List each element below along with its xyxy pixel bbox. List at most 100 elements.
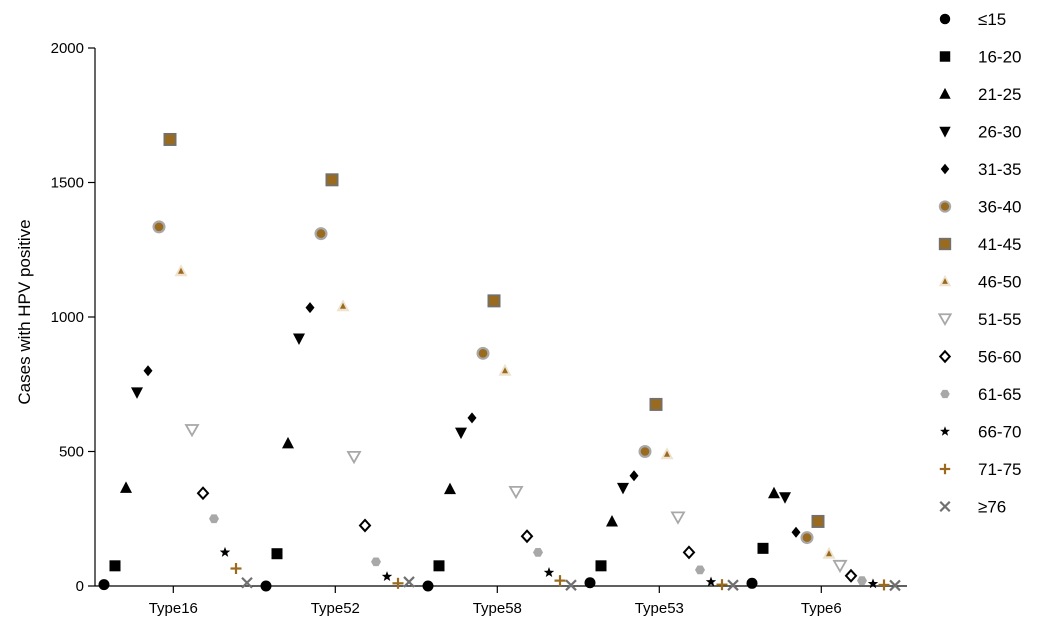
legend-label: 16-20 <box>978 48 1021 67</box>
legend-label: 51-55 <box>978 310 1021 329</box>
data-point <box>241 576 253 589</box>
legend-marker <box>939 126 951 138</box>
data-point <box>196 486 210 501</box>
y-tick-label: 1500 <box>51 175 84 192</box>
legend-marker <box>937 313 953 327</box>
legend: ≤15 16-20 21-25 26-30 31-35 36-40 41-45 46-50 51… <box>937 10 1021 517</box>
legend-label: 71-75 <box>978 460 1021 479</box>
data-point <box>260 580 272 592</box>
data-point <box>705 576 717 587</box>
legend-marker <box>939 13 951 25</box>
data-point <box>271 548 283 560</box>
legend-label: 41-45 <box>978 235 1021 254</box>
legend-item: 31-35 <box>940 160 1021 179</box>
legend-label: 56-60 <box>978 348 1021 367</box>
data-point <box>219 546 231 557</box>
legend-label: 26-30 <box>978 123 1021 142</box>
data-point <box>844 568 858 583</box>
data-point <box>857 576 867 585</box>
data-point <box>293 333 305 346</box>
legend-item: ≥76 <box>939 498 1006 517</box>
data-point <box>822 546 836 559</box>
data-point <box>584 577 596 589</box>
legend-marker <box>940 426 950 436</box>
data-point <box>649 397 663 411</box>
data-point <box>543 567 555 577</box>
y-axis-title: Cases with HPV positive <box>15 219 34 404</box>
x-tick-label: Type6 <box>801 600 842 617</box>
data-point <box>143 365 153 377</box>
legend-marker <box>940 389 950 399</box>
data-point <box>467 412 477 424</box>
data-point <box>392 577 404 589</box>
data-point <box>371 557 381 567</box>
data-point <box>533 548 543 557</box>
legend-label: 21-25 <box>978 85 1021 104</box>
data-point <box>433 560 445 572</box>
y-tick-label: 2000 <box>51 40 84 57</box>
data-point <box>800 531 814 545</box>
data-point <box>791 526 801 538</box>
data-point <box>209 514 219 524</box>
data-points <box>98 132 901 592</box>
data-point <box>152 220 166 234</box>
data-point <box>554 575 566 587</box>
data-point <box>629 470 639 482</box>
data-point <box>682 545 696 560</box>
legend-marker <box>939 87 951 99</box>
legend-marker <box>940 163 950 175</box>
data-point <box>889 579 901 592</box>
y-tick-label: 500 <box>59 444 84 461</box>
data-point <box>606 514 618 527</box>
legend-item: 36-40 <box>938 198 1021 217</box>
data-point <box>358 518 372 533</box>
data-point <box>346 450 362 465</box>
data-point <box>746 577 758 589</box>
data-point <box>617 482 629 495</box>
legend-label: ≤15 <box>978 10 1006 29</box>
legend-item: ≤15 <box>939 10 1006 29</box>
data-point <box>660 447 674 460</box>
data-point <box>695 565 705 575</box>
legend-item: 16-20 <box>939 48 1021 67</box>
legend-item: 21-25 <box>939 85 1021 104</box>
legend-item: 61-65 <box>940 385 1021 404</box>
legend-item: 71-75 <box>939 460 1021 479</box>
data-point <box>716 579 728 591</box>
data-point <box>670 511 686 525</box>
data-point <box>282 436 294 449</box>
data-point <box>757 542 769 554</box>
data-point <box>768 486 780 499</box>
legend-item: 46-50 <box>938 273 1021 292</box>
data-point <box>565 579 577 591</box>
data-point <box>174 264 188 277</box>
legend-marker <box>938 349 952 364</box>
data-point <box>832 559 848 574</box>
data-point <box>314 227 328 241</box>
data-point <box>98 579 110 591</box>
legend-marker <box>939 51 951 62</box>
data-point <box>867 578 879 589</box>
y-tick-label: 0 <box>76 578 84 595</box>
legend-item: 26-30 <box>939 123 1021 142</box>
legend-label: 61-65 <box>978 385 1021 404</box>
data-point <box>336 299 350 312</box>
y-tick-label: 1000 <box>51 309 84 326</box>
data-point <box>811 514 825 528</box>
data-point <box>508 485 524 500</box>
legend-item: 41-45 <box>938 235 1021 254</box>
x-tick-label: Type16 <box>149 600 198 617</box>
data-point <box>403 576 415 588</box>
data-point <box>638 445 652 458</box>
data-point <box>878 579 890 591</box>
legend-label: 36-40 <box>978 198 1021 217</box>
data-point <box>163 132 177 146</box>
data-point <box>476 346 490 360</box>
legend-marker <box>938 200 952 213</box>
data-point <box>779 492 791 504</box>
legend-marker <box>939 463 951 475</box>
x-tick-label: Type52 <box>311 600 360 617</box>
data-point <box>120 481 132 493</box>
legend-item: 66-70 <box>940 423 1021 442</box>
